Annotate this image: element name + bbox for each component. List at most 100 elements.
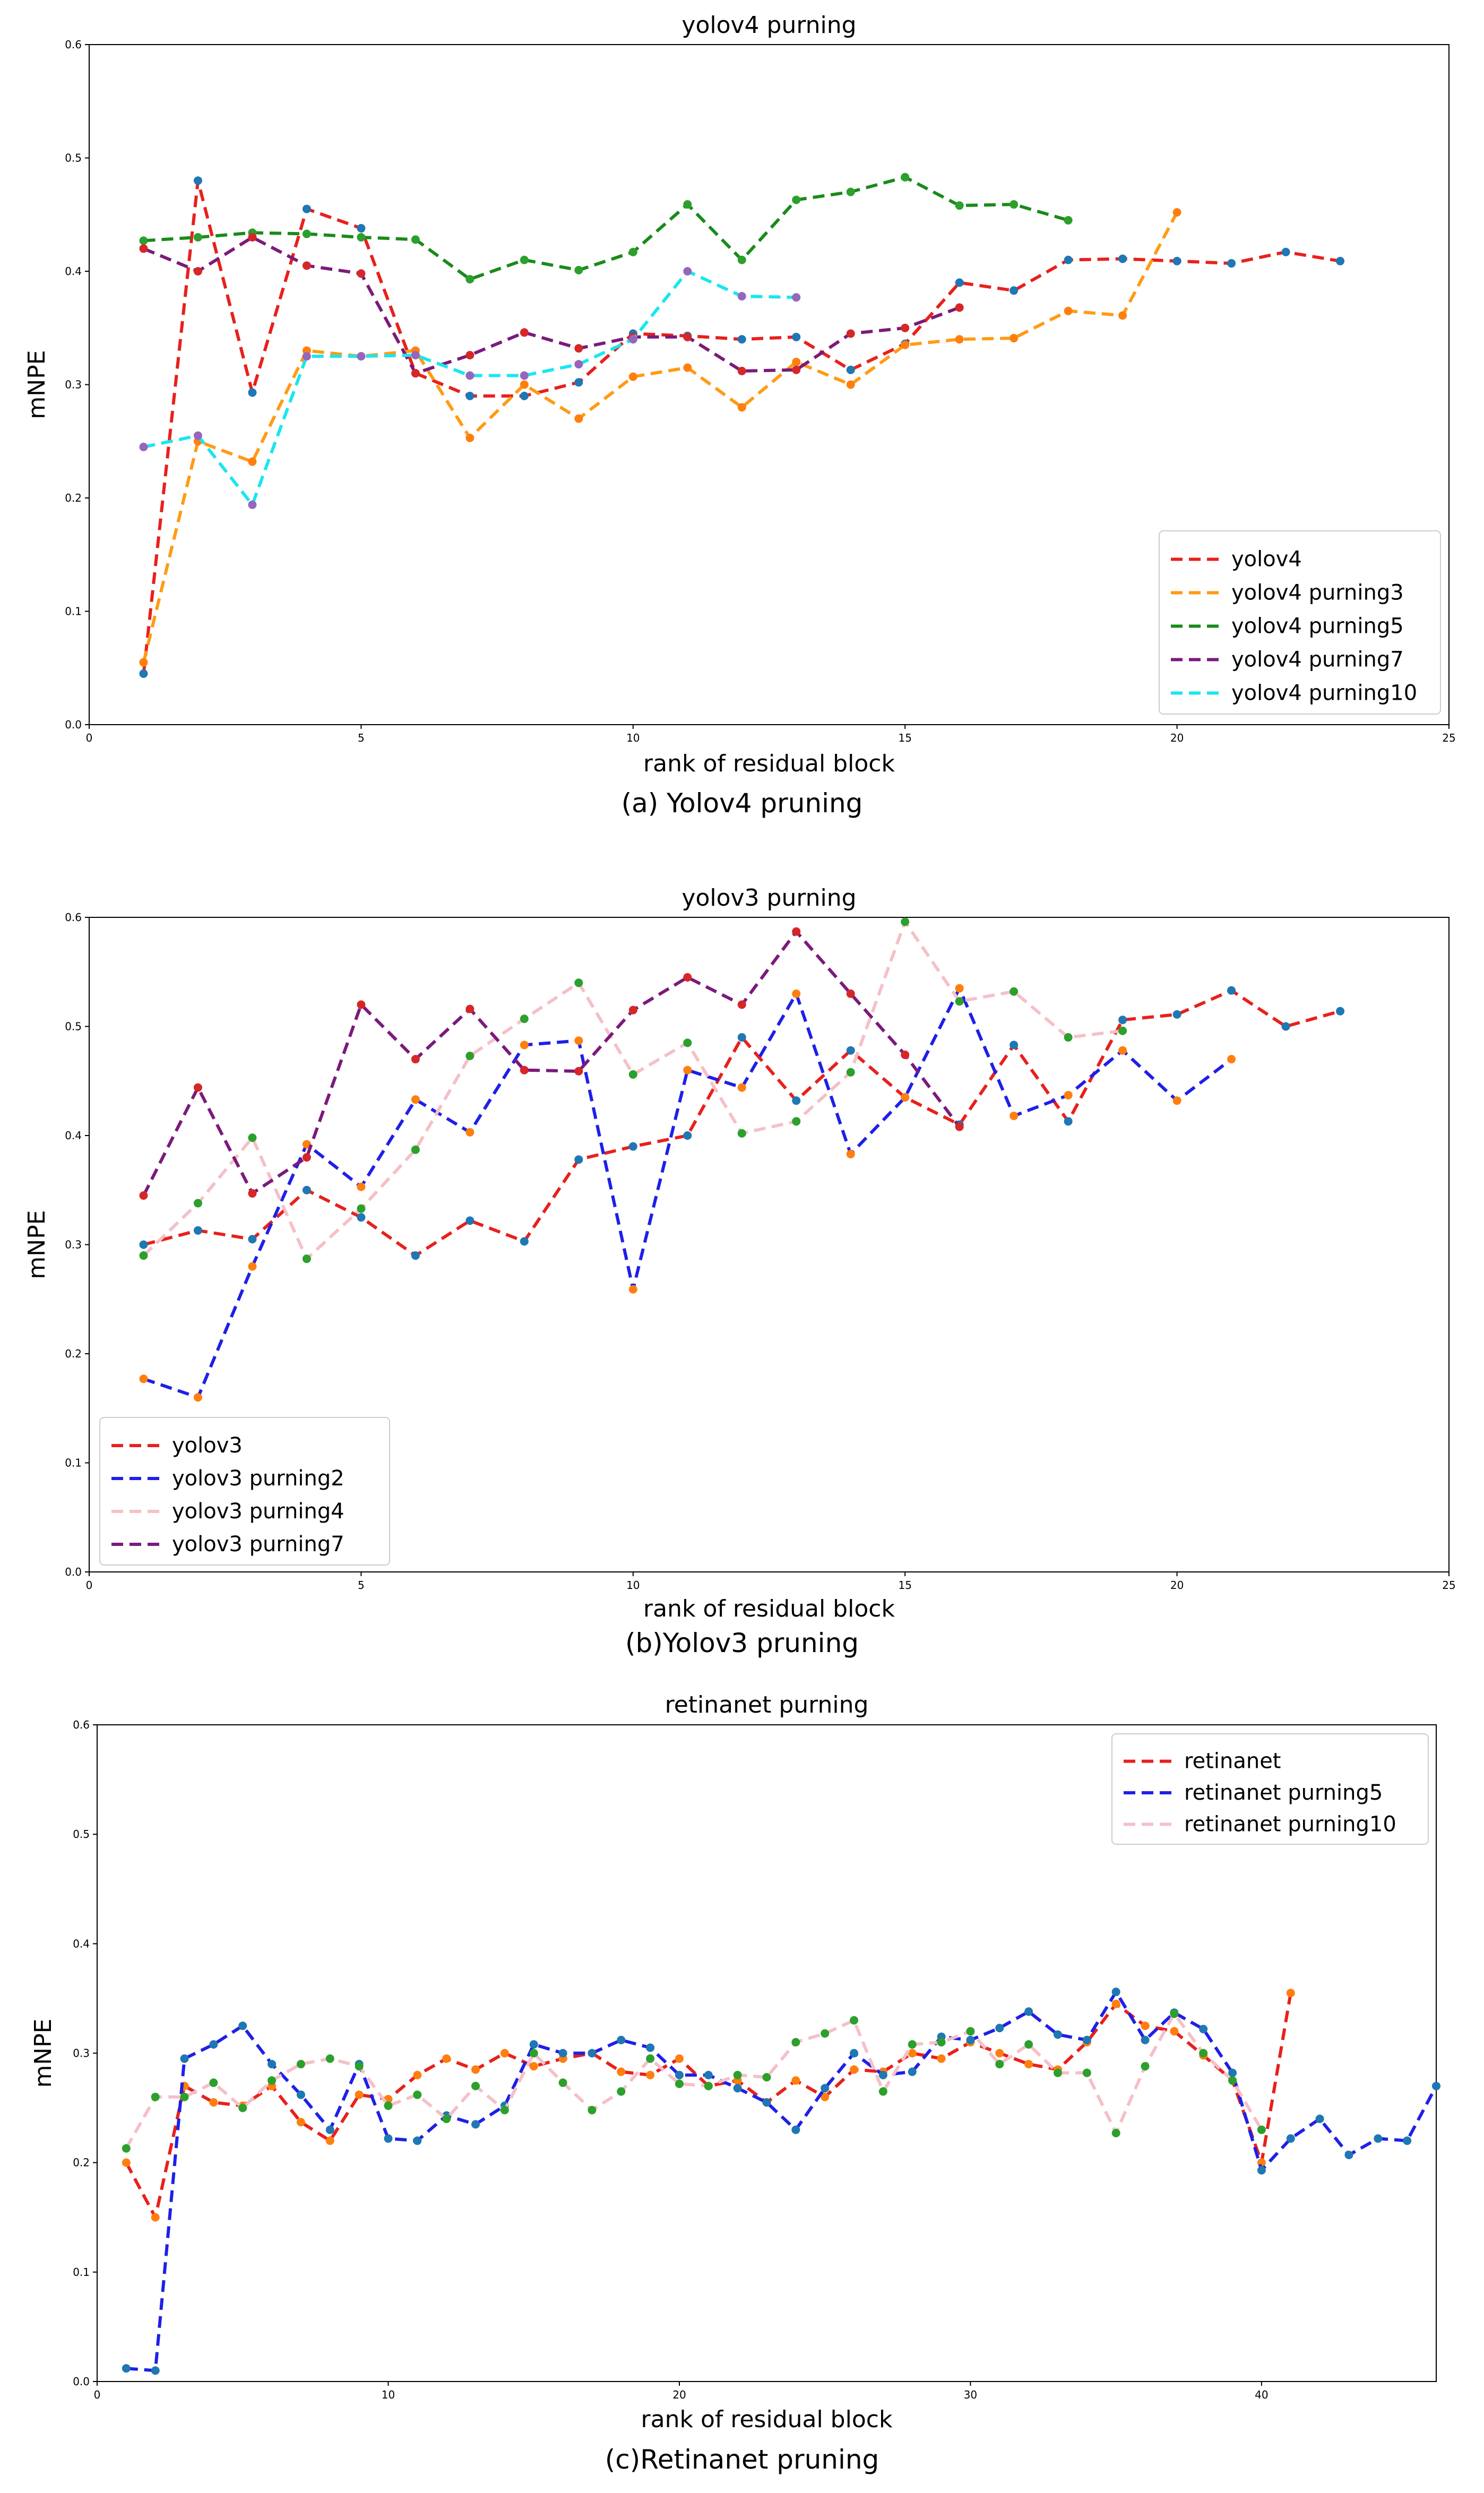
data-point <box>193 267 202 276</box>
data-point <box>762 2073 771 2082</box>
data-point <box>442 2054 451 2063</box>
data-point <box>357 352 366 361</box>
x-tick-label: 0 <box>86 1579 93 1592</box>
data-point <box>617 2035 626 2044</box>
y-tick-label: 0.4 <box>65 265 82 278</box>
data-point <box>500 2049 509 2058</box>
data-point <box>139 658 148 667</box>
data-point <box>737 366 746 375</box>
data-point <box>465 391 474 400</box>
series-line-2 <box>143 986 1232 1399</box>
data-point <box>1141 2062 1150 2071</box>
data-point <box>520 1041 529 1050</box>
legend-label: yolov3 purning7 <box>172 1532 344 1557</box>
data-point <box>357 233 366 242</box>
data-point <box>1432 2082 1440 2091</box>
data-point <box>520 371 529 380</box>
data-point <box>588 2105 597 2114</box>
data-point <box>995 2060 1004 2069</box>
data-point <box>683 1131 692 1140</box>
data-point <box>413 2136 422 2145</box>
series-line-2 <box>126 1990 1438 2372</box>
data-point <box>529 2049 538 2058</box>
data-point <box>209 2040 218 2049</box>
data-point <box>574 378 583 387</box>
data-point <box>411 1251 420 1260</box>
x-tick-label: 10 <box>626 1579 640 1592</box>
x-tick-label: 5 <box>358 732 365 744</box>
data-point <box>737 1033 746 1042</box>
data-point <box>1010 1041 1019 1050</box>
y-tick-label: 0.6 <box>65 911 82 924</box>
data-point <box>302 352 311 361</box>
y-tick-label: 0.6 <box>65 38 82 51</box>
data-point <box>139 1191 148 1200</box>
y-tick-label: 0.1 <box>73 2266 90 2279</box>
data-point <box>791 2038 800 2047</box>
data-point <box>1118 1016 1127 1025</box>
data-point <box>683 332 692 341</box>
data-point <box>762 2098 771 2107</box>
data-point <box>901 173 910 182</box>
x-tick-label: 15 <box>898 1579 911 1592</box>
y-tick-label: 0.2 <box>65 492 82 504</box>
data-point <box>1172 1096 1181 1105</box>
data-point <box>675 2070 684 2079</box>
data-point <box>1257 2166 1266 2175</box>
data-point <box>411 1055 420 1064</box>
data-point <box>966 2027 975 2036</box>
data-point <box>901 323 910 332</box>
data-point <box>955 1122 964 1131</box>
data-point <box>357 1182 366 1191</box>
data-point <box>411 369 420 378</box>
data-point <box>846 380 855 389</box>
data-point <box>1118 254 1127 263</box>
data-point <box>302 1153 311 1162</box>
x-tick-label: 5 <box>358 1579 365 1592</box>
data-point <box>411 235 420 244</box>
data-point <box>1199 2049 1208 2058</box>
data-point <box>139 1251 148 1260</box>
data-point <box>1344 2151 1353 2160</box>
data-point <box>704 2082 713 2091</box>
legend: yolov4 yolov4 purning3 yolov4 purning5 yolo… <box>1159 530 1441 715</box>
data-point <box>1403 2136 1412 2145</box>
data-point <box>791 2076 800 2085</box>
data-point <box>1111 1999 1120 2008</box>
data-point <box>683 973 692 982</box>
data-point <box>355 2090 364 2099</box>
data-point <box>1336 1007 1345 1016</box>
data-point <box>193 431 202 440</box>
chart-title: yolov4 purning <box>681 12 856 39</box>
data-point <box>1053 2030 1062 2039</box>
data-point <box>846 329 855 338</box>
data-point <box>248 1133 257 1142</box>
data-point <box>248 1189 257 1198</box>
data-point <box>574 978 583 987</box>
data-point <box>302 261 311 270</box>
y-tick-label: 0.0 <box>65 718 82 731</box>
data-point <box>628 372 637 381</box>
data-point <box>500 2105 509 2114</box>
data-point <box>737 291 746 300</box>
x-axis-label: rank of residual block <box>643 750 895 777</box>
data-point <box>465 1128 474 1137</box>
data-point <box>901 340 910 349</box>
figure-caption: (b)Yolov3 pruning <box>625 1628 859 1658</box>
data-point <box>908 2040 917 2049</box>
data-point <box>1281 247 1290 256</box>
data-point <box>302 1140 311 1149</box>
data-point <box>1374 2134 1383 2143</box>
data-point <box>151 2213 160 2222</box>
data-point <box>471 2065 480 2074</box>
data-point <box>411 1145 420 1154</box>
series-line-5 <box>143 270 797 506</box>
chart-panel-3: 0.0 0.1 0.2 0.3 0.4 0.5 0.6 0 10 20 30 40 retinanet … <box>30 1691 1440 2475</box>
data-point <box>193 1199 202 1208</box>
data-point <box>1228 2076 1237 2085</box>
data-point <box>465 1004 474 1013</box>
data-point <box>1010 987 1019 996</box>
data-point <box>821 2092 830 2101</box>
data-point <box>1111 1988 1120 1997</box>
data-point <box>139 1374 148 1383</box>
